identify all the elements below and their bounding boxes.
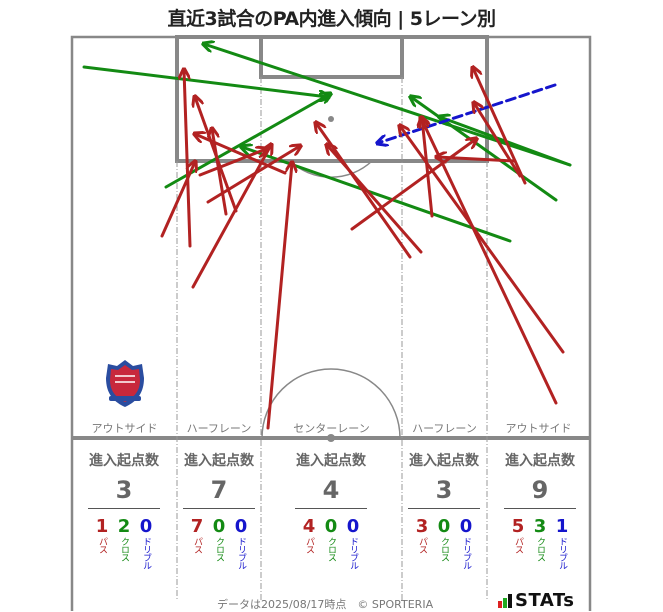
cross-count: 0 bbox=[324, 516, 338, 537]
cross-count: 2 bbox=[117, 516, 131, 537]
club-crest-icon bbox=[106, 360, 144, 407]
entry-total: 9 bbox=[531, 476, 549, 504]
pass-arrow bbox=[400, 126, 565, 354]
pass-arrow bbox=[316, 123, 412, 259]
lane-stats-left-outside: 進入起点数 3 1 パス 2 クロス 0 ドリブル bbox=[88, 450, 160, 569]
logo-text: STATs bbox=[515, 590, 575, 611]
cross-label: クロス bbox=[119, 537, 129, 561]
pass-arrow bbox=[437, 157, 517, 161]
cross-arrow bbox=[204, 44, 572, 167]
entry-arrows bbox=[82, 44, 572, 430]
lane-stats-right-outside: 進入起点数 9 5 パス 3 クロス 1 ドリブル bbox=[504, 450, 576, 569]
dribble-count: 0 bbox=[346, 516, 360, 537]
dribble-label: ドリブル bbox=[461, 537, 471, 569]
chart-title: 直近3試合のPA内進入傾向 | 5レーン別 bbox=[167, 8, 496, 30]
lane-label-right-outside: アウトサイド bbox=[505, 422, 572, 435]
pass-label: パス bbox=[192, 537, 202, 553]
pass-arrow bbox=[191, 145, 271, 289]
pass-arrow bbox=[266, 163, 292, 430]
dribble-label: ドリブル bbox=[236, 537, 246, 569]
lane-stats-left-halfspace: 進入起点数 7 7 パス 0 クロス 0 ドリブル bbox=[183, 450, 255, 569]
pass-count: 4 bbox=[302, 516, 316, 537]
lane-label-right-halfspace: ハーフレーン bbox=[412, 422, 477, 435]
stats-header: 進入起点数 bbox=[409, 453, 479, 469]
entry-total: 3 bbox=[115, 476, 133, 504]
pass-count: 1 bbox=[95, 516, 109, 537]
pass-label: パス bbox=[513, 537, 523, 553]
lane-stats-center: 進入起点数 4 4 パス 0 クロス 0 ドリブル bbox=[295, 450, 367, 569]
dribble-count: 1 bbox=[555, 516, 569, 537]
pass-arrow bbox=[473, 68, 527, 185]
pitch-lines bbox=[70, 35, 592, 611]
cross-arrow bbox=[82, 65, 328, 97]
pass-label: パス bbox=[304, 537, 314, 553]
pass-arrow bbox=[422, 118, 434, 218]
bar-chart-icon bbox=[498, 593, 512, 608]
cross-label: クロス bbox=[535, 537, 545, 561]
stats-header: 進入起点数 bbox=[89, 453, 159, 469]
cross-label: クロス bbox=[326, 537, 336, 561]
lane-label-left-halfspace: ハーフレーン bbox=[186, 422, 252, 435]
data-date-note: データは2025/08/17時点 © SPORTERIA bbox=[217, 598, 434, 611]
pass-arrow bbox=[350, 139, 476, 231]
lane-label-center: センターレーン bbox=[293, 422, 370, 435]
lane-label-left-outside: アウトサイド bbox=[91, 422, 158, 435]
entry-total: 7 bbox=[210, 476, 228, 504]
cross-count: 0 bbox=[437, 516, 451, 537]
pass-arrow bbox=[327, 145, 423, 254]
cross-label: クロス bbox=[214, 537, 224, 561]
dribble-count: 0 bbox=[234, 516, 248, 537]
pass-count: 7 bbox=[190, 516, 204, 537]
dribble-label: ドリブル bbox=[348, 537, 358, 569]
pass-label: パス bbox=[97, 537, 107, 553]
pass-arrow bbox=[160, 162, 195, 238]
stats-logo: STATs bbox=[498, 590, 574, 611]
pass-arrow bbox=[195, 134, 287, 175]
pass-arrow bbox=[198, 149, 266, 177]
pass-arrow bbox=[206, 146, 300, 204]
cross-label: クロス bbox=[439, 537, 449, 561]
stats-header: 進入起点数 bbox=[505, 453, 575, 469]
entry-total: 3 bbox=[435, 476, 453, 504]
dribble-count: 0 bbox=[139, 516, 153, 537]
stats-header: 進入起点数 bbox=[296, 453, 366, 469]
pass-count: 5 bbox=[511, 516, 525, 537]
dribble-count: 0 bbox=[459, 516, 473, 537]
lane-stats-right-halfspace: 進入起点数 3 3 パス 0 クロス 0 ドリブル bbox=[408, 450, 480, 569]
cross-count: 0 bbox=[212, 516, 226, 537]
pass-label: パス bbox=[417, 537, 427, 553]
entry-total: 4 bbox=[322, 476, 340, 504]
dribble-label: ドリブル bbox=[557, 537, 567, 569]
pass-arrow bbox=[184, 70, 192, 248]
cross-arrow bbox=[411, 97, 558, 202]
cross-count: 3 bbox=[533, 516, 547, 537]
dribble-label: ドリブル bbox=[141, 537, 151, 569]
pass-arrow bbox=[474, 103, 522, 178]
pass-count: 3 bbox=[415, 516, 429, 537]
stats-header: 進入起点数 bbox=[184, 453, 254, 469]
pass-arrow bbox=[421, 118, 558, 405]
